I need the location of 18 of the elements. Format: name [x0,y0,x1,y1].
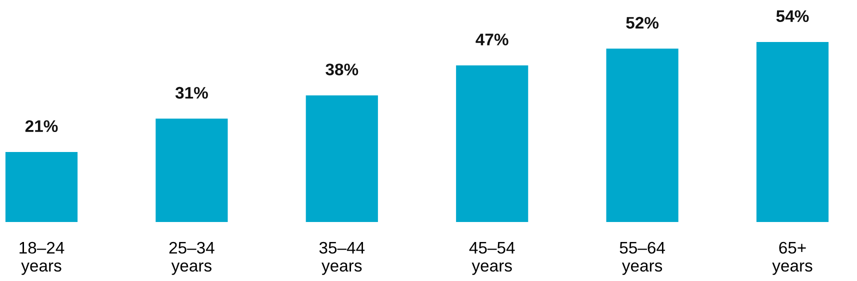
bar [756,42,829,222]
x-tick-label: 55–64 years [620,242,665,275]
bar [456,65,528,222]
data-label: 52% [626,16,659,29]
bar [5,152,78,222]
data-label: 38% [326,64,358,76]
x-tick-label: 35–44 years [319,242,365,275]
x-tick-label: 18–24 years [20,242,64,275]
x-tick-label: 65+ years [772,242,812,275]
x-tick-label: 45–54 years [469,242,515,275]
data-label: 47% [476,34,508,46]
bar [306,95,378,222]
bar [156,118,228,222]
bar [606,48,678,222]
data-label: 21% [25,120,58,132]
x-tick-label: 25–34 years [169,242,214,275]
data-label: 54% [776,10,809,22]
data-label: 31% [175,86,208,99]
